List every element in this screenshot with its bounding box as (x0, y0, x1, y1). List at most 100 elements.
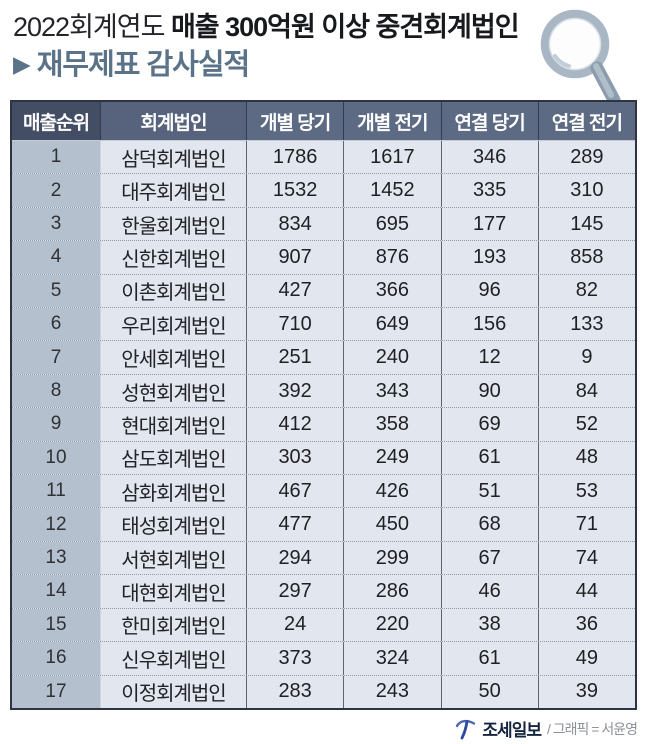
value-cell: 156 (440, 308, 538, 341)
value-cell: 467 (246, 475, 344, 508)
rank-cell: 15 (12, 608, 100, 642)
page-title: 2022회계연도 매출 300억원 이상 중견회계법인 (13, 10, 533, 44)
firm-cell: 안세회계법인 (100, 341, 246, 374)
table-row: 7 안세회계법인 251 240 12 9 (12, 340, 635, 374)
graphic-credit: / 그래픽 = 서윤영 (546, 720, 638, 737)
firm-cell: 현대회계법인 (100, 408, 246, 441)
table-row: 15 한미회계법인 24 220 38 36 (12, 607, 635, 642)
title-block: 2022회계연도 매출 300억원 이상 중견회계법인 ▶ 재무제표 감사실적 (13, 10, 533, 84)
value-cell: 38 (440, 608, 538, 642)
firm-cell: 신한회계법인 (100, 241, 246, 274)
rank-cell: 5 (12, 274, 100, 308)
value-cell: 1617 (343, 141, 441, 174)
value-cell: 44 (537, 575, 635, 608)
col-header-rank: 매출순위 (12, 102, 100, 140)
value-cell: 177 (440, 207, 538, 241)
firm-cell: 서현회계법인 (100, 541, 246, 575)
firm-cell: 삼덕회계법인 (100, 141, 246, 174)
title-prefix: 2022회계연도 (13, 12, 171, 42)
value-cell: 68 (440, 508, 538, 541)
value-cell: 24 (246, 608, 344, 642)
value-cell: 392 (246, 374, 344, 408)
rank-cell: 2 (12, 174, 100, 207)
value-cell: 907 (246, 241, 344, 274)
value-cell: 251 (246, 341, 344, 374)
value-cell: 289 (537, 141, 635, 174)
value-cell: 858 (537, 241, 635, 274)
value-cell: 283 (246, 675, 344, 708)
table-row: 14 대현회계법인 297 286 46 44 (12, 574, 635, 608)
table-row: 12 태성회계법인 477 450 68 71 (12, 507, 635, 541)
value-cell: 834 (246, 207, 344, 241)
table-row: 9 현대회계법인 412 358 69 52 (12, 407, 635, 441)
value-cell: 61 (440, 642, 538, 675)
value-cell: 46 (440, 575, 538, 608)
brand-name: 조세일보 (482, 721, 542, 740)
rank-cell: 1 (12, 141, 100, 174)
firm-cell: 이촌회계법인 (100, 274, 246, 308)
value-cell: 876 (343, 241, 441, 274)
value-cell: 74 (537, 541, 635, 575)
joseilbo-logo-icon (456, 719, 476, 739)
col-header-firm: 회계법인 (100, 102, 246, 140)
page-subtitle: ▶ 재무제표 감사실적 (13, 47, 533, 84)
firm-cell: 대현회계법인 (100, 575, 246, 608)
col-header-indiv-prev: 개별 전기 (343, 102, 441, 140)
value-cell: 71 (537, 508, 635, 541)
value-cell: 335 (440, 174, 538, 207)
magnifier-icon (540, 9, 621, 107)
value-cell: 294 (246, 541, 344, 575)
value-cell: 12 (440, 341, 538, 374)
table-row: 13 서현회계법인 294 299 67 74 (12, 540, 635, 575)
col-header-consol-prev: 연결 전기 (537, 102, 635, 140)
value-cell: 53 (537, 475, 635, 508)
firm-cell: 한미회계법인 (100, 608, 246, 642)
value-cell: 90 (440, 374, 538, 408)
value-cell: 649 (343, 308, 441, 341)
value-cell: 51 (440, 475, 538, 508)
rank-cell: 8 (12, 374, 100, 408)
rank-cell: 9 (12, 408, 100, 441)
value-cell: 240 (343, 341, 441, 374)
value-cell: 249 (343, 441, 441, 475)
firm-cell: 이정회계법인 (100, 675, 246, 708)
value-cell: 710 (246, 308, 344, 341)
audit-table: 매출순위 회계법인 개별 당기 개별 전기 연결 당기 연결 전기 1 삼덕회계… (10, 100, 637, 710)
rank-cell: 14 (12, 575, 100, 608)
rank-cell: 12 (12, 508, 100, 541)
rank-cell: 3 (12, 207, 100, 241)
value-cell: 373 (246, 642, 344, 675)
subtitle-text: 재무제표 감사실적 (36, 49, 250, 81)
firm-cell: 신우회계법인 (100, 642, 246, 675)
value-cell: 69 (440, 408, 538, 441)
firm-cell: 우리회계법인 (100, 308, 246, 341)
table-row: 1 삼덕회계법인 1786 1617 346 289 (12, 141, 635, 174)
value-cell: 358 (343, 408, 441, 441)
col-header-indiv-curr: 개별 당기 (246, 102, 344, 140)
firm-cell: 대주회계법인 (100, 174, 246, 207)
rank-cell: 7 (12, 341, 100, 374)
value-cell: 477 (246, 508, 344, 541)
value-cell: 9 (537, 341, 635, 374)
firm-cell: 삼화회계법인 (100, 475, 246, 508)
value-cell: 695 (343, 207, 441, 241)
value-cell: 96 (440, 274, 538, 308)
footer-credit: 조세일보 / 그래픽 = 서윤영 (455, 716, 638, 741)
firm-cell: 성현회계법인 (100, 374, 246, 408)
value-cell: 61 (440, 441, 538, 475)
value-cell: 145 (537, 207, 635, 241)
value-cell: 310 (537, 174, 635, 207)
table-row: 3 한울회계법인 834 695 177 145 (12, 206, 635, 241)
value-cell: 67 (440, 541, 538, 575)
value-cell: 48 (537, 441, 635, 475)
table-header-row: 매출순위 회계법인 개별 당기 개별 전기 연결 당기 연결 전기 (12, 102, 635, 141)
value-cell: 220 (343, 608, 441, 642)
table-row: 8 성현회계법인 392 343 90 84 (12, 373, 635, 408)
value-cell: 36 (537, 608, 635, 642)
value-cell: 427 (246, 274, 344, 308)
rank-cell: 6 (12, 308, 100, 341)
table-row: 6 우리회계법인 710 649 156 133 (12, 307, 635, 341)
rank-cell: 4 (12, 241, 100, 274)
value-cell: 299 (343, 541, 441, 575)
value-cell: 366 (343, 274, 441, 308)
